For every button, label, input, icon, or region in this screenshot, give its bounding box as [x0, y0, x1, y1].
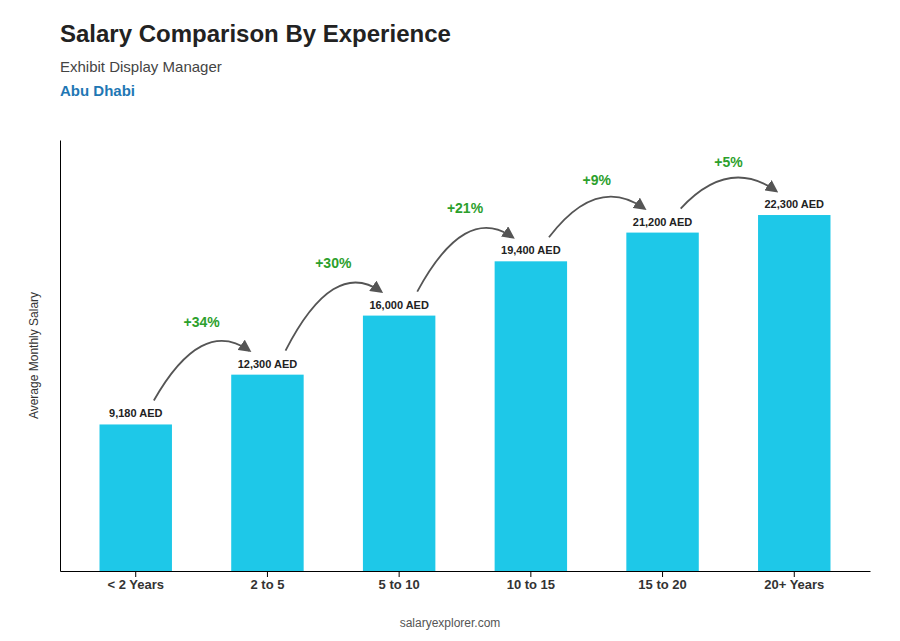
change-arrow — [549, 197, 644, 238]
y-axis — [60, 141, 61, 572]
x-tick: 10 to 15 — [507, 571, 555, 592]
change-arrow — [417, 228, 512, 292]
data-label: 9,180 AED — [109, 407, 162, 419]
change-label: +34% — [183, 314, 220, 330]
change-label: +9% — [582, 172, 611, 188]
x-tick: 15 to 20 — [638, 571, 686, 592]
x-axis-line — [61, 571, 871, 572]
data-label: 21,200 AED — [633, 216, 693, 228]
bar — [495, 261, 567, 571]
footer: salaryexplorer.com — [400, 616, 501, 630]
changes: +34% +30% +21% +9% +5% — [154, 154, 776, 400]
change-arrow — [286, 282, 381, 350]
x-tick-label: 10 to 15 — [507, 577, 555, 592]
data-label: 16,000 AED — [369, 299, 429, 311]
x-tick: 20+ Years — [764, 571, 824, 592]
x-tick-mark — [267, 571, 268, 577]
bar — [758, 215, 830, 571]
x-tick-mark — [530, 571, 531, 577]
data-label: 22,300 AED — [765, 198, 825, 210]
x-tick-label: 15 to 20 — [638, 577, 686, 592]
y-axis-line — [60, 141, 61, 572]
change-label: +5% — [714, 154, 743, 170]
change-arrow — [681, 178, 776, 209]
x-tick-label: 20+ Years — [764, 577, 824, 592]
plot: < 2 Years 2 to 5 5 to 10 10 to 15 15 to 20 20… — [61, 141, 871, 593]
bars — [100, 215, 831, 571]
x-tick-mark — [399, 571, 400, 577]
data-label: 12,300 AED — [238, 358, 298, 370]
data-label: 19,400 AED — [501, 244, 561, 256]
change-label: +30% — [315, 255, 352, 271]
y-axis-title: Average Monthly Salary — [27, 292, 41, 419]
x-tick-mark — [794, 571, 795, 577]
x-tick-label: 2 to 5 — [250, 577, 284, 592]
x-tick-label: < 2 Years — [107, 577, 164, 592]
x-tick: < 2 Years — [107, 571, 164, 592]
bar — [626, 233, 698, 571]
bar — [231, 375, 303, 571]
x-tick-label: 5 to 10 — [379, 577, 420, 592]
title: Salary Comparison By Experience — [60, 20, 451, 47]
x-tick-mark — [662, 571, 663, 577]
bar — [363, 316, 435, 571]
bar — [100, 424, 172, 571]
chart: Salary Comparison By Experience Exhibit D… — [0, 0, 900, 641]
change-label: +21% — [447, 200, 484, 216]
data-labels: 9,180 AED 12,300 AED 16,000 AED 19,400 AED 2… — [109, 198, 824, 419]
city: Abu Dhabi — [60, 82, 135, 99]
x-tick-mark — [135, 571, 136, 577]
x-axis: < 2 Years 2 to 5 5 to 10 10 to 15 15 to 20 20… — [61, 571, 871, 592]
subtitle: Exhibit Display Manager — [60, 58, 222, 75]
x-tick: 5 to 10 — [379, 571, 420, 592]
change-arrow — [154, 341, 249, 401]
x-tick: 2 to 5 — [250, 571, 284, 592]
